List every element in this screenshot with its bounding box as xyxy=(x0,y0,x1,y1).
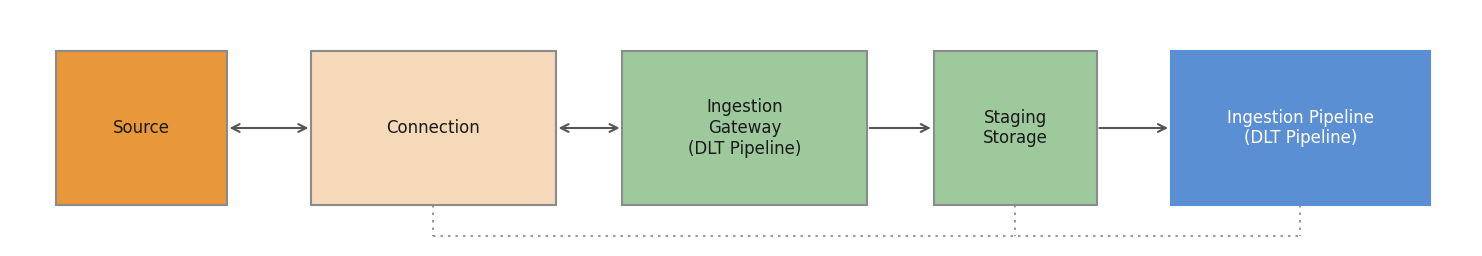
Text: Connection: Connection xyxy=(387,119,480,137)
Text: Staging
Storage: Staging Storage xyxy=(983,109,1048,147)
FancyBboxPatch shape xyxy=(622,51,867,205)
Text: Ingestion Pipeline
(DLT Pipeline): Ingestion Pipeline (DLT Pipeline) xyxy=(1227,109,1374,147)
FancyBboxPatch shape xyxy=(934,51,1097,205)
Text: Ingestion
Gateway
(DLT Pipeline): Ingestion Gateway (DLT Pipeline) xyxy=(688,98,802,158)
FancyBboxPatch shape xyxy=(56,51,227,205)
FancyArrowPatch shape xyxy=(1100,124,1166,132)
FancyArrowPatch shape xyxy=(870,124,929,132)
FancyBboxPatch shape xyxy=(1171,51,1430,205)
FancyBboxPatch shape xyxy=(311,51,556,205)
FancyArrowPatch shape xyxy=(560,124,618,132)
FancyArrowPatch shape xyxy=(231,124,307,132)
Text: Source: Source xyxy=(113,119,170,137)
